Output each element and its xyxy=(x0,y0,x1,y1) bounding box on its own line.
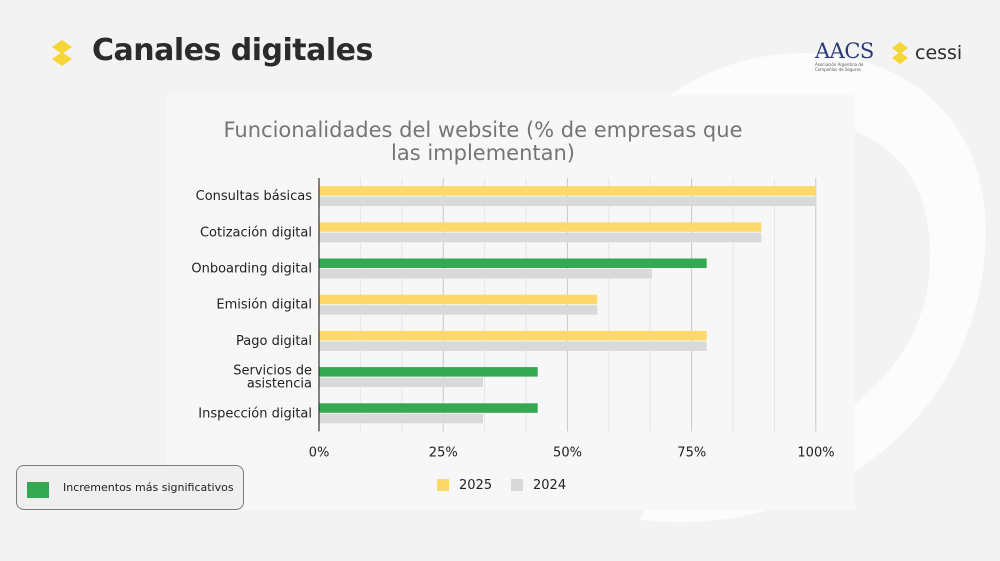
page-title: Canales digitales xyxy=(92,33,373,68)
bar-2024 xyxy=(319,341,707,351)
bar-2025 xyxy=(319,367,538,377)
bar-2024 xyxy=(319,305,598,315)
legend-swatch-2024 xyxy=(511,479,523,491)
bar-2025 xyxy=(319,294,598,305)
bar-2025 xyxy=(319,186,816,196)
bar-2025 xyxy=(319,330,707,341)
category-label: Inspección digital xyxy=(198,406,312,421)
legend-swatch-2025 xyxy=(437,479,449,491)
highlight-legend: Incrementos más significativos xyxy=(16,465,244,510)
legend-label-2024: 2024 xyxy=(533,478,566,493)
bar-2024 xyxy=(319,413,484,424)
bar-2025 xyxy=(319,222,762,232)
x-tick-label: 50% xyxy=(553,445,582,460)
x-tick-label: 0% xyxy=(309,445,330,460)
bar-2025 xyxy=(319,258,707,268)
cessi-logo: cessi xyxy=(890,40,962,66)
aacs-logo-subtitle: Asociación Argentina de Compañías de Seg… xyxy=(815,62,864,72)
x-tick-label: 100% xyxy=(797,445,834,460)
x-tick-label: 25% xyxy=(429,445,458,460)
chart-title: Funcionalidades del website (% de empres… xyxy=(223,118,742,165)
highlight-legend-label: Incrementos más significativos xyxy=(63,481,234,494)
aacs-logo-text: AACS xyxy=(815,39,874,63)
bar-2024 xyxy=(319,269,652,279)
chart-card: Funcionalidades del website (% de empres… xyxy=(165,95,855,510)
highlight-legend-swatch xyxy=(27,482,49,498)
cessi-diamond-icon xyxy=(892,42,908,64)
bar-2024 xyxy=(319,377,484,388)
cessi-logo-text: cessi xyxy=(915,42,963,64)
x-tick-label: 75% xyxy=(677,445,706,460)
category-label: Consultas básicas xyxy=(196,189,313,204)
bar-2025 xyxy=(319,403,538,413)
category-label: Servicios de asistencia xyxy=(233,364,312,392)
category-label: Cotización digital xyxy=(200,225,312,240)
aacs-logo: AACS Asociación Argentina de Compañías d… xyxy=(815,40,877,78)
brand-diamond-icon xyxy=(52,40,72,66)
bar-2024 xyxy=(319,196,816,207)
category-label: Pago digital xyxy=(236,334,312,349)
website-features-chart: Funcionalidades del website (% de empres… xyxy=(191,118,834,493)
category-label: Emisión digital xyxy=(216,298,312,313)
category-label: Onboarding digital xyxy=(191,262,312,277)
bar-2024 xyxy=(319,232,762,243)
legend-label-2025: 2025 xyxy=(459,478,492,493)
